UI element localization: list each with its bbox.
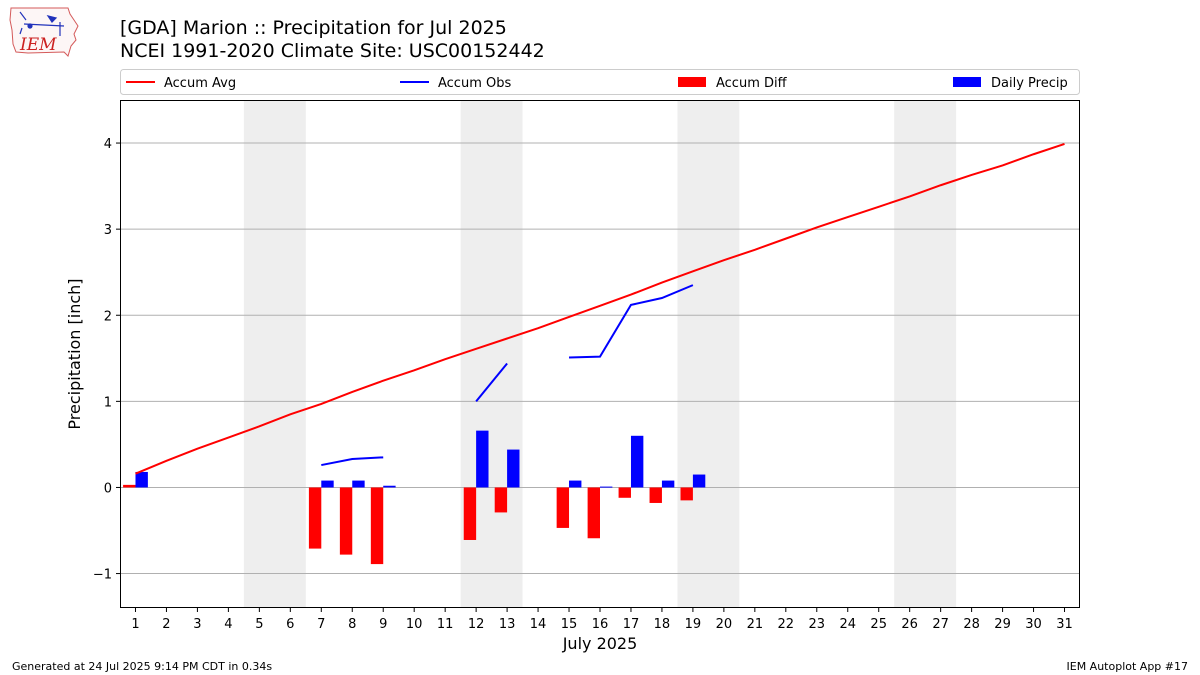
accum-diff-bar — [463, 487, 477, 540]
y-tick-label: −1 — [93, 568, 112, 583]
x-tick-label: 24 — [839, 617, 856, 632]
daily-precip-bar — [600, 486, 613, 488]
generated-timestamp: Generated at 24 Jul 2025 9:14 PM CDT in … — [12, 660, 273, 673]
x-tick-label: 19 — [685, 617, 702, 632]
daily-precip-bar — [352, 480, 365, 488]
logo-label: IEM — [19, 35, 57, 55]
x-tick-label: 8 — [348, 617, 356, 632]
x-tick-label: 28 — [963, 617, 980, 632]
accum-diff-bar — [556, 487, 570, 528]
x-tick-label: 26 — [901, 617, 918, 632]
x-tick-label: 13 — [499, 617, 516, 632]
x-tick-label: 17 — [623, 617, 640, 632]
iem-logo: IEM — [9, 7, 79, 57]
legend-label: Daily Precip — [991, 76, 1068, 91]
x-tick-label: 6 — [286, 617, 294, 632]
x-tick-label: 18 — [654, 617, 671, 632]
app-credit: IEM Autoplot App #17 — [1066, 660, 1189, 673]
y-axis: −1 0 1 2 3 4 — [93, 137, 120, 583]
accum-diff-bar — [649, 487, 662, 503]
legend-swatch-bar — [953, 77, 981, 87]
chart-title: [GDA] Marion :: Precipitation for Jul 20… — [120, 17, 507, 39]
legend-label: Accum Obs — [438, 76, 511, 91]
y-tick-label: 4 — [104, 137, 112, 152]
x-tick-label: 15 — [561, 617, 578, 632]
weekend-band — [677, 100, 740, 608]
accum-diff-bar — [123, 484, 136, 488]
lines — [135, 142, 1065, 475]
x-tick-label: 2 — [162, 617, 170, 632]
x-tick-label: 7 — [317, 617, 325, 632]
legend-swatch-bar — [678, 77, 706, 87]
daily-precip-bar — [692, 474, 706, 488]
accum-obs-line — [569, 284, 694, 359]
chart-subtitle: NCEI 1991-2020 Climate Site: USC00152442 — [120, 40, 545, 62]
daily-precip-bar — [507, 449, 520, 488]
x-axis: 1 2 3 4 5 6 7 8 9 10 11 12 13 14 15 16 17 18 19 20 21 22 23 24 2… — [131, 608, 1073, 632]
x-tick-label: 12 — [468, 617, 485, 632]
weather-instruments-icon — [19, 11, 65, 36]
x-tick-label: 30 — [1025, 617, 1042, 632]
x-tick-label: 9 — [379, 617, 387, 632]
weekend-shading — [243, 100, 957, 608]
accum-diff-bar — [587, 487, 600, 539]
daily-precip-bar — [630, 435, 644, 488]
y-tick-label: 0 — [104, 481, 112, 496]
legend-label: Accum Diff — [716, 76, 788, 91]
x-tick-label: 16 — [592, 617, 609, 632]
accum-diff-bar — [680, 487, 693, 501]
y-axis-label: Precipitation [inch] — [65, 278, 84, 429]
daily-precip-bar — [383, 485, 396, 488]
iowa-outline-icon — [9, 7, 79, 57]
x-tick-label: 22 — [778, 617, 795, 632]
accum-diff-bar — [308, 487, 322, 549]
daily-precip-bar — [476, 430, 489, 488]
y-tick-label: 3 — [104, 223, 112, 238]
daily-precip-bar — [661, 480, 675, 488]
weekend-band — [894, 100, 957, 608]
bars — [123, 430, 706, 565]
x-tick-label: 25 — [870, 617, 887, 632]
accum-obs-line — [321, 456, 384, 467]
weekend-band — [243, 100, 306, 608]
legend-label: Accum Avg — [164, 76, 236, 91]
accum-avg-line — [135, 142, 1065, 475]
daily-precip-bar — [135, 471, 148, 488]
plot-frame — [120, 100, 1080, 608]
legend-box — [120, 69, 1080, 95]
x-tick-label: 29 — [994, 617, 1011, 632]
x-axis-label: July 2025 — [562, 634, 638, 653]
accum-obs-line — [475, 362, 508, 402]
daily-precip-bar — [321, 480, 334, 488]
x-tick-label: 4 — [224, 617, 232, 632]
x-tick-label: 31 — [1056, 617, 1073, 632]
legend: Accum Avg Accum Obs Accum Diff Daily Precip — [120, 69, 1080, 95]
accum-diff-bar — [370, 487, 384, 565]
daily-precip-bar — [569, 480, 582, 488]
x-tick-label: 3 — [193, 617, 201, 632]
x-tick-label: 11 — [437, 617, 454, 632]
x-tick-label: 10 — [406, 617, 423, 632]
y-tick-label: 1 — [104, 395, 112, 410]
x-tick-label: 27 — [932, 617, 949, 632]
x-tick-label: 23 — [809, 617, 826, 632]
accum-diff-bar — [339, 487, 353, 555]
x-tick-label: 21 — [747, 617, 764, 632]
accum-diff-bar — [494, 487, 508, 513]
x-tick-label: 1 — [131, 617, 139, 632]
accum-diff-bar — [618, 487, 631, 498]
x-tick-label: 14 — [530, 617, 547, 632]
x-tick-label: 20 — [716, 617, 733, 632]
x-tick-label: 5 — [255, 617, 263, 632]
y-tick-label: 2 — [104, 309, 112, 324]
